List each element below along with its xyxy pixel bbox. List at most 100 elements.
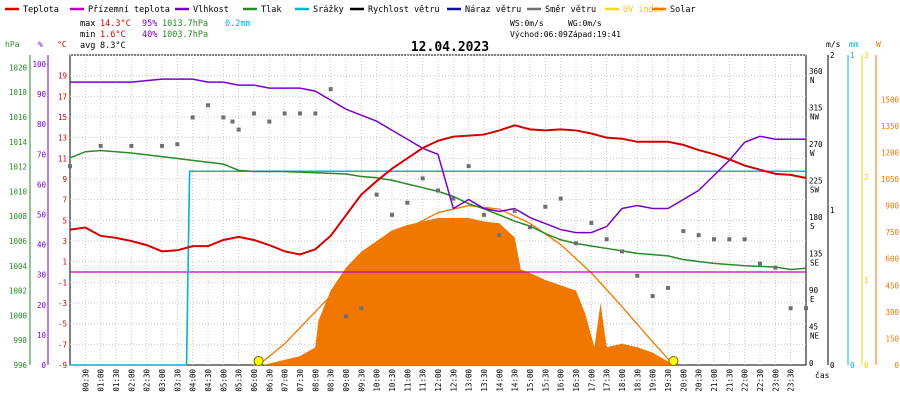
w-tick-label: 600	[885, 255, 899, 264]
wind-dir-point	[742, 237, 747, 242]
pct-tick-label: 90	[37, 90, 47, 99]
w-tick-label: 900	[885, 202, 899, 211]
unit-hpa: hPa	[5, 40, 20, 49]
stats-min-label: min	[80, 30, 95, 40]
wind-dir-point	[681, 229, 686, 234]
wind-dir-point	[190, 115, 195, 120]
hpa-tick-label: 1014	[9, 138, 28, 147]
time-tick-label: 07:30	[296, 369, 305, 392]
w-tick-label: 1500	[881, 95, 900, 104]
wind-dir-point	[282, 111, 287, 116]
wind-dir-point	[543, 204, 548, 209]
time-tick-label: 20:30	[695, 369, 704, 392]
series-layer	[68, 78, 808, 366]
legend-label-6: Náraz větru	[465, 5, 521, 15]
uv-tick-label: 1	[864, 276, 869, 285]
wind-dir-point	[497, 233, 502, 238]
time-tick-label: 15:30	[541, 369, 550, 392]
wind-dir-point	[466, 164, 471, 169]
dir-compass-label: W	[810, 149, 815, 158]
dir-compass-label: S	[810, 222, 815, 231]
pct-tick-label: 40	[37, 241, 47, 250]
wind-dir-point	[175, 142, 180, 147]
ms-tick-label: 2	[830, 51, 835, 60]
hpa-tick-label: 1000	[9, 311, 28, 320]
stats-max-hum: 95%	[142, 19, 157, 29]
legend-label-7: Směr větru	[545, 5, 596, 15]
wind-dir-point	[221, 115, 226, 120]
time-tick-label: 10:00	[373, 369, 382, 392]
time-tick-label: 05:00	[219, 369, 228, 392]
solar-theoretical-line	[258, 204, 675, 366]
time-tick-label: 11:30	[419, 369, 428, 392]
unit-w: W	[876, 40, 881, 49]
time-tick-label: 18:30	[633, 369, 642, 392]
time-tick-label: 06:00	[250, 369, 259, 392]
legend-label-5: Rychlost větru	[368, 5, 440, 15]
temp-tick-label: 7	[62, 196, 67, 205]
wind-dir-point	[528, 225, 532, 230]
mm-tick-label: 0	[850, 361, 855, 370]
stats-min-temp: 1.6°C	[100, 30, 126, 40]
hpa-tick-label: 1004	[9, 262, 28, 271]
pct-tick-label: 20	[37, 301, 47, 310]
wind-dir-point	[68, 164, 72, 169]
pct-tick-label: 10	[37, 331, 47, 340]
time-tick-label: 14:00	[495, 369, 504, 392]
time-tick-label: 04:00	[189, 369, 198, 392]
wind-dir-point	[252, 111, 256, 116]
time-tick-label: 16:30	[572, 369, 581, 392]
wind-dir-point	[313, 111, 318, 116]
hpa-tick-label: 996	[13, 361, 27, 370]
wind-dir-point	[359, 306, 364, 311]
hpa-tick-label: 1002	[9, 287, 27, 296]
dir-tick-label: 270	[809, 140, 823, 149]
wind-dir-point	[604, 237, 609, 242]
time-tick-label: 22:30	[756, 369, 765, 392]
legend-label-0: Teplota	[23, 5, 59, 15]
wind-dir-point	[758, 261, 762, 266]
time-tick-label: 13:30	[480, 369, 489, 392]
unit-pct: %	[38, 40, 43, 49]
time-tick-label: 15:00	[526, 369, 535, 392]
time-tick-label: 11:00	[403, 369, 412, 392]
time-tick-label: 10:30	[388, 369, 397, 392]
time-tick-label: 23:00	[771, 369, 780, 392]
hpa-tick-label: 1006	[9, 237, 28, 246]
temperature-line	[69, 124, 807, 256]
time-tick-label: 19:00	[649, 369, 658, 392]
w-tick-label: 300	[885, 308, 899, 317]
wind-dir-point	[650, 294, 655, 299]
stats-avg-temp: 8.3°C	[100, 41, 126, 51]
legend-label-9: Solar	[670, 5, 696, 15]
temp-tick-label: -7	[58, 340, 67, 349]
dir-tick-label: 180	[809, 213, 823, 222]
time-tick-label: 19:30	[664, 369, 673, 392]
solar-area	[70, 217, 806, 365]
dir-compass-label: NW	[810, 112, 820, 121]
wind-dir-point	[98, 143, 103, 148]
pct-tick-label: 70	[37, 150, 47, 159]
wind-dir-point	[451, 196, 456, 201]
unit-mm: mm	[849, 40, 859, 49]
dir-tick-label: 225	[809, 176, 823, 185]
time-tick-label: 17:30	[603, 369, 612, 392]
time-tick-label: 03:00	[158, 369, 167, 392]
uv-tick-label: 0	[864, 361, 869, 370]
dir-compass-label: E	[810, 295, 815, 304]
wind-dir-point	[405, 200, 410, 205]
time-tick-label: 08:30	[327, 369, 336, 392]
time-tick-label: 01:00	[97, 369, 106, 392]
wind-dir-point	[712, 237, 716, 242]
time-tick-label: 23:30	[787, 369, 796, 392]
temp-tick-label: 15	[58, 113, 67, 122]
wind-dir-point	[558, 196, 563, 201]
time-tick-label: 12:00	[434, 369, 443, 392]
wind-info-block: WS:0m/s WG:0m/s Východ:06:09 Západ:19:41	[510, 19, 621, 39]
wind-dir-point	[574, 241, 578, 246]
time-tick-label: 14:30	[511, 369, 520, 392]
time-tick-label: 03:30	[173, 369, 182, 392]
hpa-tick-label: 1012	[9, 163, 27, 172]
dir-compass-label: SW	[810, 185, 820, 194]
w-tick-label: 1200	[881, 148, 900, 157]
